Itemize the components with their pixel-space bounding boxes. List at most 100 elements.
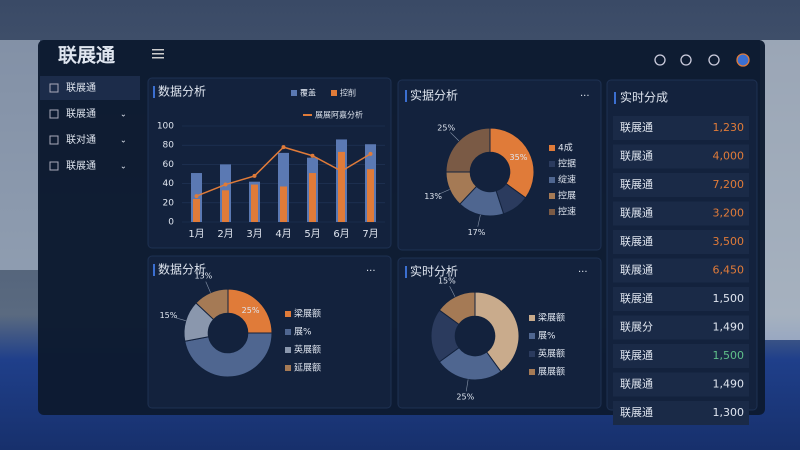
- point: [310, 153, 315, 158]
- row: [613, 315, 749, 340]
- app-title: 联展通: [58, 45, 116, 67]
- x-tick-label: 3月: [246, 228, 262, 240]
- panel-title: 数据分析: [158, 84, 206, 99]
- x-tick-label: 5月: [304, 228, 320, 240]
- row-value: 1,500: [713, 292, 745, 305]
- legend-label: 控速: [558, 206, 576, 218]
- legend-label: 控展: [558, 190, 576, 202]
- y-tick-label: 40: [163, 179, 175, 189]
- more[interactable]: ···: [578, 267, 588, 278]
- row-name: 联展通: [620, 406, 653, 419]
- row: [613, 344, 749, 368]
- legend-swatch: [285, 347, 291, 353]
- row: [613, 401, 749, 425]
- y-tick-label: 80: [163, 141, 175, 151]
- legend-label: 展%: [538, 331, 556, 342]
- row-value: 3,500: [713, 235, 745, 248]
- legend-swatch: [549, 209, 555, 215]
- value-label: 17%: [468, 228, 486, 237]
- row-value: 7,200: [713, 178, 745, 191]
- title-accent: [405, 90, 407, 102]
- sidebar-icon: [49, 109, 59, 119]
- value-label: 15%: [438, 276, 456, 285]
- x-tick-label: 2月: [217, 228, 233, 240]
- row-name: 联展通: [620, 150, 653, 163]
- y-tick-label: 60: [163, 160, 175, 170]
- row: [613, 201, 749, 226]
- bar: [367, 169, 374, 222]
- row: [613, 372, 749, 397]
- row-value: 1,490: [713, 321, 745, 334]
- slice: [445, 127, 491, 173]
- legend-label: 英展额: [538, 348, 565, 360]
- sidebar-active: [40, 76, 140, 100]
- legend-swatch: [529, 369, 535, 375]
- legend-label: 控据: [558, 158, 576, 170]
- row-value: 3,200: [713, 207, 745, 220]
- x-tick-label: 1月: [188, 228, 204, 240]
- row-value: 1,490: [713, 378, 745, 391]
- bar: [193, 198, 200, 222]
- chevron: ⌄: [120, 162, 127, 171]
- leader: [465, 379, 469, 392]
- y-tick-label: 20: [163, 198, 175, 208]
- value-label: 25%: [456, 393, 474, 402]
- leader: [205, 281, 211, 293]
- legend-swatch: [285, 365, 291, 371]
- point: [223, 182, 228, 187]
- panel: [147, 77, 392, 249]
- value-label: 25%: [242, 306, 260, 315]
- title-accent: [153, 264, 155, 276]
- leader: [449, 285, 456, 297]
- row-value: 4,000: [713, 150, 745, 163]
- title-accent: [405, 266, 407, 278]
- row-value: 6,450: [713, 264, 745, 277]
- y-tick-label: 100: [157, 122, 174, 132]
- more[interactable]: ···: [366, 266, 376, 277]
- sidebar-item[interactable]: 联展通: [66, 160, 96, 172]
- legend-label: 延展额: [294, 362, 321, 374]
- legend-label: 展%: [294, 327, 312, 338]
- sidebar-item[interactable]: 联展通: [66, 108, 96, 120]
- value-label: 13%: [424, 192, 442, 201]
- more[interactable]: ···: [580, 91, 590, 102]
- menu-icon[interactable]: [152, 49, 164, 59]
- header-icons[interactable]: [654, 53, 750, 67]
- panel: [397, 79, 602, 251]
- legend-swatch: [549, 177, 555, 183]
- legend-swatch: [331, 90, 337, 96]
- sidebar-icon: [49, 161, 59, 171]
- x-tick-label: 7月: [362, 228, 378, 240]
- leader: [450, 132, 460, 142]
- sidebar-item[interactable]: 联展通: [66, 82, 96, 94]
- legend-label: 绽速: [558, 174, 576, 186]
- chevron: ⌄: [120, 110, 127, 119]
- legend-swatch: [285, 329, 291, 335]
- row: [613, 287, 749, 311]
- row-value: 1,230: [713, 121, 745, 134]
- row-name: 联展通: [620, 292, 653, 305]
- legend-swatch: [529, 351, 535, 357]
- point: [252, 173, 257, 178]
- row-name: 联展通: [620, 121, 653, 134]
- slice: [474, 291, 520, 373]
- leader: [477, 214, 481, 227]
- bar: [309, 173, 316, 222]
- point: [368, 151, 373, 156]
- x-tick-label: 6月: [333, 228, 349, 240]
- slice: [195, 288, 229, 321]
- sidebar-item[interactable]: 联对通: [66, 133, 96, 146]
- title-accent: [614, 92, 616, 104]
- bar: [338, 151, 345, 222]
- legend-label: 展展额: [538, 366, 565, 378]
- legend-label: 控削: [340, 88, 356, 98]
- legend-swatch: [549, 193, 555, 199]
- row-value: 1,500: [713, 349, 745, 362]
- sidebar-icon: [49, 83, 59, 93]
- row: [613, 230, 749, 254]
- slice: [489, 127, 535, 199]
- value-label: 25%: [437, 124, 455, 133]
- row: [613, 116, 749, 140]
- legend-label: 梁展额: [538, 312, 565, 324]
